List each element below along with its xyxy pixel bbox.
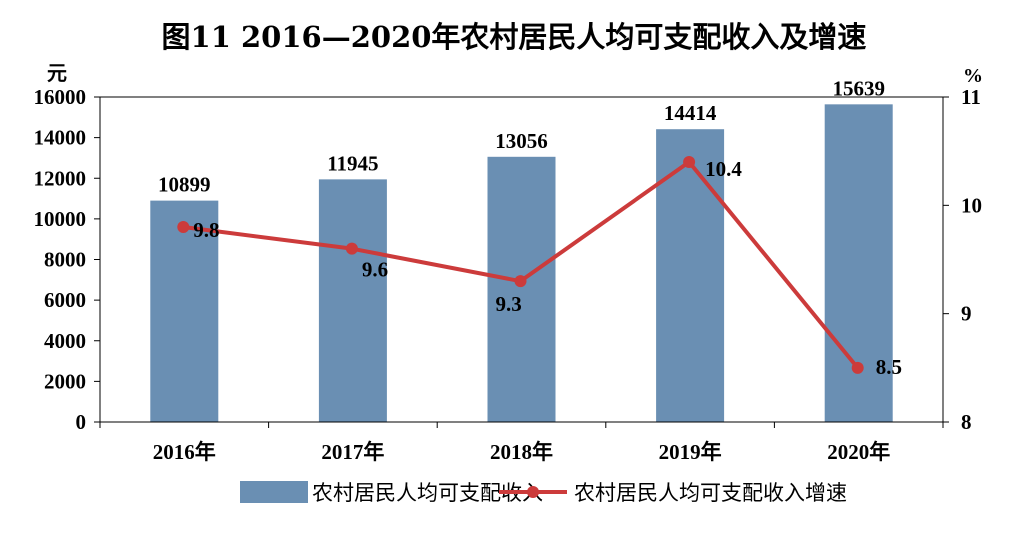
category-label-2017年: 2017年 [321, 440, 384, 464]
left-tick-label: 4000 [44, 329, 86, 353]
left-tick-label: 8000 [44, 248, 86, 272]
growth-point-2017年 [345, 242, 358, 255]
growth-label-2018年: 9.3 [496, 292, 522, 316]
growth-label-2016年: 9.8 [193, 218, 219, 242]
left-tick-label: 2000 [44, 369, 86, 393]
growth-point-2019年 [683, 156, 696, 168]
category-label-2016年: 2016年 [153, 440, 216, 464]
left-tick-label: 6000 [44, 288, 86, 312]
category-label-2019年: 2019年 [659, 440, 722, 464]
right-tick-label: 9 [961, 302, 972, 326]
growth-label-2020年: 8.5 [876, 355, 902, 379]
bar-label-2019年: 14414 [664, 101, 717, 125]
bar-2016年 [150, 200, 219, 422]
bar-2018年 [487, 156, 556, 423]
right-tick-label: 8 [961, 410, 972, 434]
bar-2017年 [318, 179, 387, 422]
category-label-2020年: 2020年 [827, 440, 890, 464]
right-tick-label: 11 [961, 85, 981, 109]
growth-point-2018年 [514, 275, 527, 288]
bar-label-2016年: 10899 [158, 173, 211, 197]
chart-title: 图11 2016—2020年农村居民人均可支配收入及增速 [161, 20, 867, 54]
growth-point-2020年 [851, 361, 864, 374]
right-axis-unit: % [963, 65, 983, 87]
left-tick-label: 0 [76, 410, 87, 434]
left-axis-unit: 元 [47, 63, 67, 85]
legend-line-label: 农村居民人均可支配收入增速 [574, 481, 847, 505]
legend-line-marker [527, 486, 539, 498]
growth-label-2019年: 10.4 [705, 157, 742, 181]
left-tick-label: 10000 [34, 207, 87, 231]
bar-label-2017年: 11945 [327, 151, 378, 175]
left-tick-label: 12000 [34, 166, 87, 190]
right-tick-label: 10 [961, 193, 982, 217]
left-tick-label: 14000 [34, 126, 87, 150]
bar-label-2020年: 15639 [832, 76, 885, 100]
growth-label-2017年: 9.6 [362, 258, 388, 282]
growth-point-2016年 [177, 221, 190, 233]
legend-bar-swatch [240, 481, 308, 503]
bar-label-2018年: 13056 [495, 129, 548, 153]
category-label-2018年: 2018年 [490, 440, 553, 464]
left-tick-label: 16000 [34, 85, 87, 109]
